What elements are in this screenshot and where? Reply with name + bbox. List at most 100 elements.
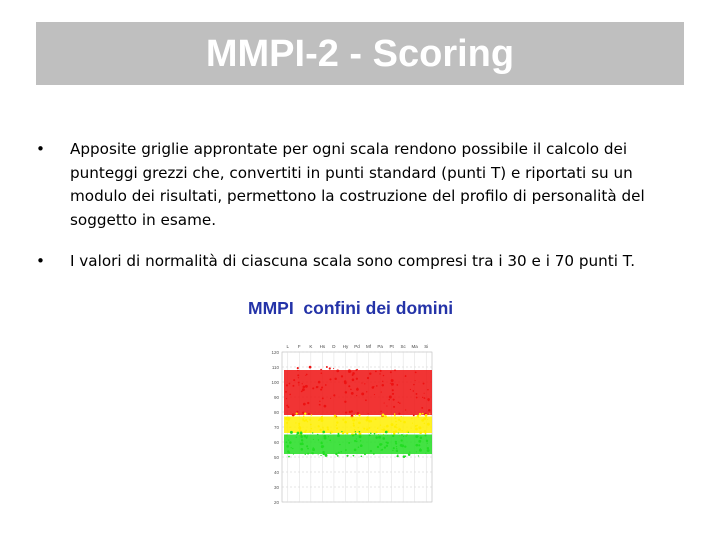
zone-speck-yellow <box>403 420 406 424</box>
zone-speck-red <box>388 398 391 401</box>
zone-speck-yellow <box>322 426 324 429</box>
zone-speck-yellow <box>303 415 305 417</box>
zone-speck-green <box>300 447 304 451</box>
zone-speck-green <box>419 447 421 449</box>
zone-speck-green <box>289 441 292 444</box>
zone-speck-red <box>344 391 348 394</box>
zone-speck-red <box>328 367 331 370</box>
zone-speck-green <box>396 447 398 450</box>
zone-speck-red <box>364 383 366 385</box>
zone-speck-red <box>427 398 430 401</box>
zone-speck-green <box>339 443 341 446</box>
zone-speck-red <box>415 393 418 395</box>
zone-speck-green <box>373 432 376 435</box>
zone-speck-green <box>370 432 372 435</box>
zone-speck-green <box>368 434 371 437</box>
zone-speck-yellow <box>365 428 369 431</box>
tick-label: 50 <box>274 455 280 460</box>
zone-speck-red <box>288 382 291 385</box>
zone-speck-yellow <box>287 430 289 432</box>
zone-speck-red <box>391 392 395 395</box>
zone-speck-green <box>357 446 360 448</box>
zone-speck-yellow <box>419 431 423 435</box>
zone-speck-red <box>321 386 324 389</box>
zone-speck-green <box>300 435 303 439</box>
zone-speck-green <box>354 431 357 433</box>
zone-speck-yellow <box>400 415 402 418</box>
zone-speck-red <box>388 395 392 399</box>
tick-label: 20 <box>274 500 280 505</box>
zone-speck-yellow <box>368 419 371 423</box>
zone-speck-green <box>355 440 358 443</box>
zone-speck-green <box>402 455 406 458</box>
zone-speck-red <box>344 400 347 403</box>
zone-speck-yellow <box>426 422 430 426</box>
zone-speck-yellow <box>289 426 291 428</box>
zone-speck-red <box>379 369 382 372</box>
zone-speck-yellow <box>305 429 307 432</box>
zone-speck-green <box>288 439 290 441</box>
zone-speck-red <box>427 388 429 391</box>
zone-speck-green <box>312 448 315 452</box>
slide-title: MMPI-2 - Scoring <box>205 33 515 75</box>
zone-speck-yellow <box>310 427 313 430</box>
zone-speck-red <box>285 390 287 393</box>
zone-speck-green <box>301 442 304 446</box>
zone-speck-red <box>298 384 300 386</box>
zone-speck-red <box>351 374 354 376</box>
zone-speck-red <box>414 371 417 374</box>
zone-speck-red <box>286 404 289 407</box>
zone-speck-red <box>390 382 394 386</box>
zone-speck-green <box>288 451 291 454</box>
zone-speck-green <box>399 444 403 447</box>
zone-speck-green <box>354 433 357 436</box>
zone-speck-red <box>285 384 289 387</box>
zone-speck-red <box>340 375 344 378</box>
zone-speck-green <box>426 449 430 452</box>
zone-speck-yellow <box>354 414 357 416</box>
zone-speck-yellow <box>410 427 412 429</box>
zone-speck-red <box>344 381 347 385</box>
tick-label: 100 <box>271 380 279 385</box>
tick-label: 80 <box>274 410 280 415</box>
zone-speck-green <box>322 450 325 454</box>
zone-speck-green <box>341 430 343 433</box>
zone-speck-yellow <box>366 416 369 419</box>
scale-label: Pt <box>389 344 394 349</box>
zone-speck-red <box>373 394 376 396</box>
zone-speck-yellow <box>346 432 349 435</box>
zone-speck-green <box>353 448 357 452</box>
zone-speck-yellow <box>374 418 377 421</box>
zone-speck-green <box>306 435 309 437</box>
zone-speck-red <box>361 392 365 396</box>
zone-speck-red <box>356 388 359 391</box>
zone-speck-yellow <box>384 426 386 428</box>
scale-label: K <box>309 344 312 349</box>
scale-label: Pd <box>354 344 360 349</box>
zone-speck-yellow <box>305 419 308 422</box>
bullet-text: Apposite griglie approntate per ogni sca… <box>70 140 645 229</box>
zone-speck-green <box>395 442 398 445</box>
zone-speck-yellow <box>344 420 347 424</box>
zone-speck-yellow <box>298 422 301 425</box>
zone-speck-red <box>382 374 385 377</box>
zone-speck-yellow <box>423 430 427 433</box>
tick-label: 60 <box>274 440 280 445</box>
zone-speck-green <box>364 453 366 456</box>
zone-speck-yellow <box>395 420 397 423</box>
zone-speck-green <box>340 450 342 453</box>
scale-label: Hs <box>320 344 326 349</box>
zone-speck-yellow <box>319 428 322 431</box>
zone-speck-yellow <box>320 419 324 422</box>
zone-speck-red <box>301 388 305 392</box>
zone-speck-yellow <box>398 428 401 431</box>
mmpi-profile-chart: 120 110 100 90 80 70 60 50 40 30 20 L F K Hs D Hy Pd Mf Pa P… <box>271 344 433 505</box>
tick-label: 120 <box>271 350 279 355</box>
zone-speck-yellow <box>411 422 414 424</box>
zone-speck-red <box>381 383 385 387</box>
bullet-text: I valori di normalità di ciascuna scala … <box>70 252 636 270</box>
zone-speck-green <box>415 451 418 453</box>
zone-speck-red <box>365 399 367 402</box>
zone-speck-green <box>346 454 349 457</box>
zone-speck-red <box>304 384 308 388</box>
